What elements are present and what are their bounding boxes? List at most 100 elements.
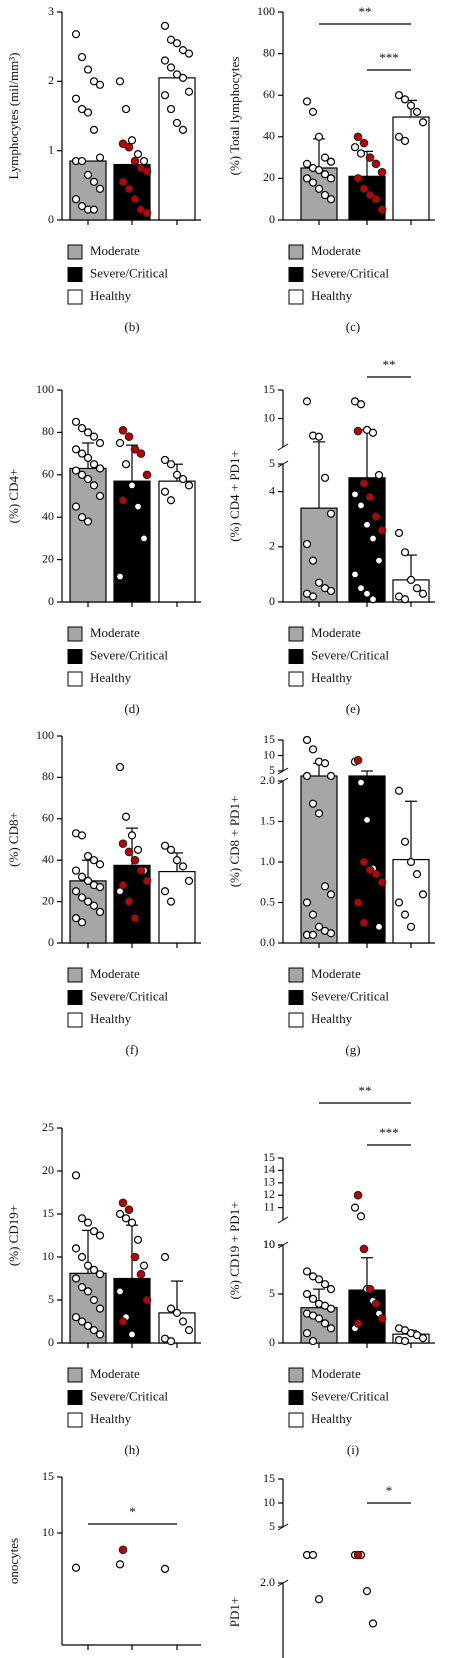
- highlight-point: [136, 866, 146, 875]
- data-point: [83, 851, 93, 861]
- data-point: [356, 501, 366, 510]
- data-point: [374, 470, 384, 480]
- legend-swatch: [67, 1412, 83, 1428]
- data-point: [166, 1304, 176, 1313]
- data-point: [406, 101, 416, 110]
- y-tick-label: 15: [263, 732, 275, 746]
- bar: [300, 775, 338, 944]
- data-point: [71, 1313, 81, 1322]
- legend-swatch: [288, 1012, 304, 1028]
- legend-label: Moderate: [90, 1366, 140, 1381]
- data-point: [83, 1287, 93, 1296]
- data-point: [172, 70, 182, 79]
- data-point: [302, 1267, 312, 1276]
- data-point: [178, 73, 188, 82]
- legend-label: Moderate: [311, 1366, 361, 1381]
- legend-label: Moderate: [311, 243, 361, 258]
- highlight-point: [142, 1295, 152, 1305]
- y-tick-label: 100: [36, 728, 54, 742]
- y-tick-label: 10: [42, 1525, 54, 1539]
- highlight-point: [365, 190, 375, 200]
- data-point: [314, 1595, 324, 1604]
- legend-swatch: [288, 244, 304, 260]
- data-point: [121, 812, 131, 821]
- data-point: [71, 1563, 81, 1572]
- data-point: [320, 170, 330, 179]
- y-tick-label: 15: [263, 1471, 275, 1485]
- panel-label: (d): [124, 701, 139, 716]
- highlight-point: [353, 898, 363, 907]
- data-point: [139, 156, 149, 166]
- y-tick-label: 1: [48, 142, 54, 156]
- y-tick-label: 15: [42, 1206, 54, 1220]
- data-point: [127, 1218, 137, 1227]
- highlight-point: [365, 1284, 375, 1294]
- data-point: [184, 876, 194, 886]
- legend-swatch: [67, 671, 83, 687]
- data-point: [400, 595, 410, 604]
- legend-label: Healthy: [311, 288, 353, 303]
- highlight-point: [353, 174, 363, 183]
- y-tick-label: 0: [48, 212, 54, 226]
- data-point: [362, 520, 372, 529]
- y-tick-label: 0: [48, 1335, 54, 1349]
- data-point: [160, 1564, 170, 1573]
- data-point: [302, 1329, 312, 1338]
- axis-break: [277, 443, 289, 451]
- highlight-point: [118, 425, 128, 435]
- data-point: [302, 174, 312, 183]
- data-point: [71, 866, 81, 875]
- highlight-point: [118, 880, 128, 890]
- data-point: [172, 39, 182, 48]
- highlight-point: [118, 1198, 128, 1208]
- highlight-point: [371, 512, 381, 521]
- data-point: [178, 862, 188, 871]
- bar: [392, 116, 430, 221]
- legend-swatch: [288, 267, 304, 282]
- data-point: [412, 584, 422, 593]
- data-point: [77, 872, 87, 881]
- legend-swatch: [67, 990, 83, 1005]
- data-point: [356, 584, 366, 593]
- data-point: [302, 539, 312, 549]
- significance-label: **: [359, 1083, 372, 1098]
- data-point: [77, 202, 87, 211]
- legend-label: Healthy: [311, 1411, 353, 1426]
- data-point: [71, 1244, 81, 1253]
- data-point: [400, 548, 410, 557]
- data-point: [326, 1304, 336, 1313]
- data-point: [83, 876, 93, 886]
- highlight-point: [353, 1190, 363, 1200]
- data-point: [356, 1212, 366, 1221]
- panel-label: (g): [345, 1042, 360, 1057]
- data-point: [77, 424, 87, 433]
- data-point: [350, 490, 360, 499]
- data-point: [326, 771, 336, 781]
- data-point: [166, 460, 176, 469]
- data-point: [400, 95, 410, 104]
- data-point: [308, 592, 318, 601]
- data-point: [139, 534, 149, 543]
- panel-label: (i): [347, 1442, 359, 1457]
- data-point: [308, 1550, 318, 1560]
- y-tick-label: 10: [263, 1237, 275, 1251]
- y-tick-label: 1.0: [260, 854, 275, 868]
- y-axis-label: Lymphocytes (mil/mm³): [6, 52, 21, 179]
- data-point: [166, 104, 176, 114]
- highlight-point: [124, 1205, 134, 1214]
- y-tick-label: 25: [42, 1120, 54, 1134]
- legend-swatch: [288, 289, 304, 305]
- data-point: [314, 165, 324, 175]
- data-point: [326, 929, 336, 938]
- highlight-point: [130, 194, 140, 204]
- y-tick-label: 0: [48, 935, 54, 949]
- data-point: [184, 1325, 194, 1335]
- data-point: [326, 890, 336, 899]
- highlight-point: [365, 492, 375, 502]
- legend-swatch: [67, 267, 83, 282]
- highlight-point: [130, 1252, 140, 1262]
- legend-swatch: [288, 649, 304, 664]
- y-tick-label: 2: [269, 539, 275, 553]
- data-point: [394, 786, 404, 795]
- data-point: [83, 428, 93, 437]
